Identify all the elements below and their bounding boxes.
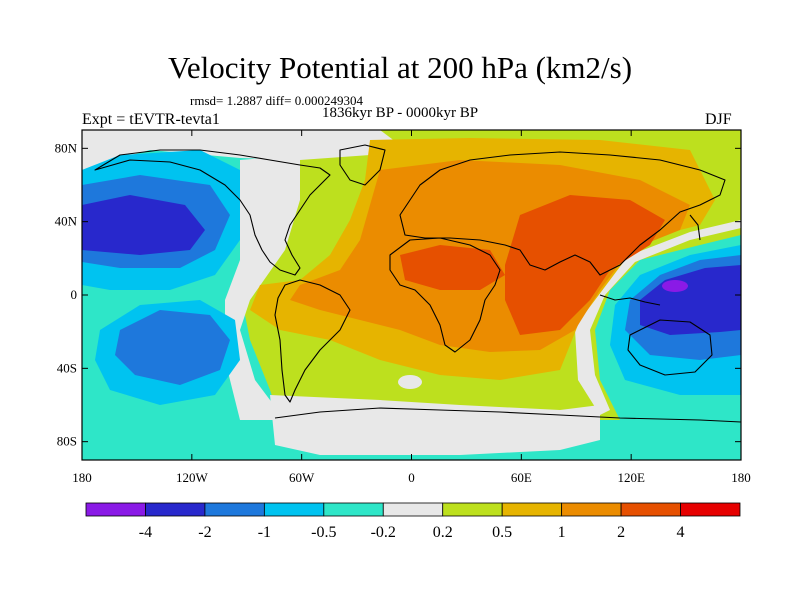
colorbar-label: -1 [258,524,271,541]
contour-violet-core [662,280,688,292]
colorbar-label: 1 [558,524,566,541]
lat-tick-label: 0 [71,287,78,302]
contour-grey-americas [225,155,300,420]
stats-text: rmsd= 1.2887 diff= 0.000249304 [190,93,363,108]
coastline-greenland [339,144,386,186]
latitude-axis: 80N 40N 0 40S 80S [55,140,741,449]
coastline-antarctica [274,407,741,423]
coastline-north-america [94,149,331,276]
colorbar-swatch-3 [263,502,325,517]
lon-tick-label: 60W [289,470,315,485]
colorbar-swatch-5 [382,502,444,517]
contour-field [82,130,741,460]
contour-redorange-core [505,195,665,335]
colorbar-label: 0.2 [433,524,453,541]
colorbar-label: 4 [677,524,685,541]
colorbar-swatch-10 [680,502,741,517]
colorbar: -4 -2 -1 -0.5 -0.2 0.2 0.5 1 2 4 [85,502,741,541]
longitude-axis: 180 120W 60W 0 60E 120E 180 [72,130,751,485]
contour-blue-spacific [115,310,230,385]
coastline-japan [689,214,701,241]
lat-tick-label: 80N [55,140,78,155]
contour-grey-arctic [82,130,400,170]
colorbar-swatch-6 [442,502,503,517]
coastline-eurasia [399,151,726,276]
lon-tick-label: 180 [731,470,751,485]
colorbar-swatch-9 [620,502,681,517]
lat-tick-label: 40S [57,360,77,375]
colorbar-swatch-7 [501,502,563,517]
coastlines [94,144,741,423]
lon-tick-label: 0 [408,470,415,485]
colorbar-swatch-4 [323,502,384,517]
lon-tick-label: 180 [72,470,92,485]
lat-tick-label: 40N [55,214,78,229]
colorbar-label: -0.5 [311,524,336,541]
coastline-south-america [274,279,351,403]
period-text: 1836kyr BP - 0000kyr BP [321,105,479,121]
contour-darkblue-npacific [82,195,205,255]
colorbar-swatch-8 [561,502,622,517]
contour-redorange-africa [400,245,505,290]
coastline-africa [389,237,501,353]
contour-grey-puddle [398,375,422,389]
coastline-australia [627,319,713,376]
lon-tick-label: 120E [617,470,645,485]
colorbar-swatch-2 [204,502,265,517]
colorbar-label: -0.2 [371,524,396,541]
experiment-label: Expt = tEVTR-tevta1 [82,111,220,128]
lon-tick-label: 120W [176,470,209,485]
map-title: Velocity Potential at 200 hPa (km2/s) [167,50,633,85]
colorbar-label: -4 [139,524,152,541]
colorbar-label: 2 [617,524,625,541]
season-label: DJF [705,111,732,128]
colorbar-swatch-0 [85,502,146,517]
lat-tick-label: 80S [57,434,77,449]
colorbar-label: -2 [198,524,211,541]
colorbar-swatch-1 [145,502,206,517]
coastline-indonesia [599,294,661,306]
lon-tick-label: 60E [511,470,532,485]
colorbar-label: 0.5 [492,524,512,541]
